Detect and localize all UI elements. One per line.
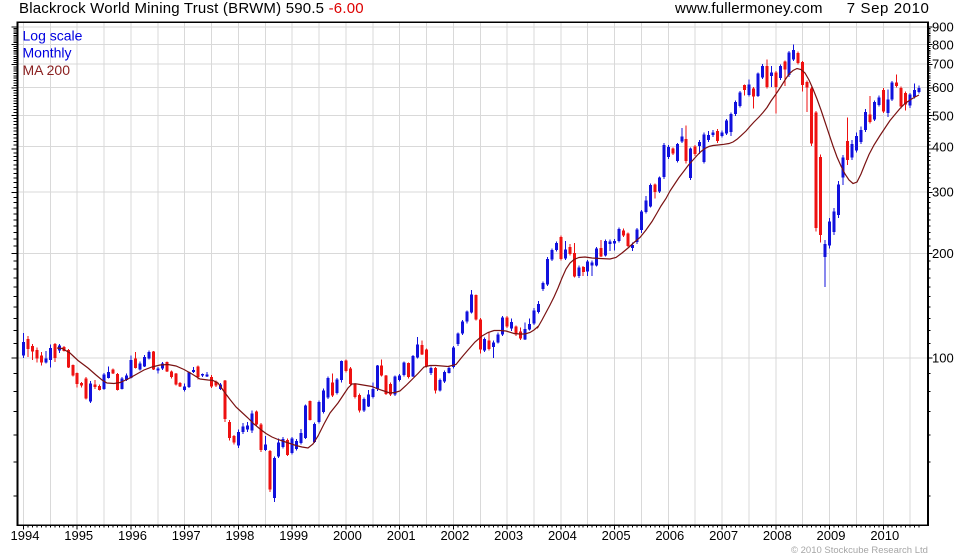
svg-text:700: 700 bbox=[932, 57, 954, 72]
svg-text:2007: 2007 bbox=[709, 528, 738, 543]
svg-text:1994: 1994 bbox=[11, 528, 40, 543]
svg-text:100: 100 bbox=[932, 351, 954, 366]
svg-text:300: 300 bbox=[932, 185, 954, 200]
svg-text:1998: 1998 bbox=[225, 528, 254, 543]
svg-text:1997: 1997 bbox=[172, 528, 201, 543]
svg-text:© 2010 Stockcube Research Ltd: © 2010 Stockcube Research Ltd bbox=[791, 545, 928, 556]
svg-text:400: 400 bbox=[932, 139, 954, 154]
svg-text:1995: 1995 bbox=[64, 528, 93, 543]
svg-text:600: 600 bbox=[932, 80, 954, 95]
svg-text:2003: 2003 bbox=[494, 528, 523, 543]
svg-text:2005: 2005 bbox=[602, 528, 631, 543]
svg-text:200: 200 bbox=[932, 246, 954, 261]
svg-text:Log scale: Log scale bbox=[23, 27, 83, 43]
svg-text:2004: 2004 bbox=[548, 528, 577, 543]
svg-text:Blackrock World Mining Trust (: Blackrock World Mining Trust (BRWM) 590.… bbox=[19, 0, 364, 17]
svg-text:7 Sep 2010: 7 Sep 2010 bbox=[847, 0, 930, 17]
svg-text:2001: 2001 bbox=[387, 528, 416, 543]
svg-text:2010: 2010 bbox=[870, 528, 899, 543]
svg-text:2002: 2002 bbox=[440, 528, 469, 543]
svg-text:800: 800 bbox=[932, 37, 954, 52]
svg-text:2008: 2008 bbox=[763, 528, 792, 543]
svg-text:900: 900 bbox=[932, 20, 954, 35]
svg-text:500: 500 bbox=[932, 108, 954, 123]
svg-text:1999: 1999 bbox=[279, 528, 308, 543]
svg-text:2006: 2006 bbox=[655, 528, 684, 543]
svg-text:www.fullermoney.com: www.fullermoney.com bbox=[674, 0, 823, 17]
svg-text:1996: 1996 bbox=[118, 528, 147, 543]
svg-text:Monthly: Monthly bbox=[23, 45, 72, 61]
svg-text:2009: 2009 bbox=[817, 528, 846, 543]
svg-text:MA 200: MA 200 bbox=[23, 62, 71, 78]
svg-text:2000: 2000 bbox=[333, 528, 362, 543]
